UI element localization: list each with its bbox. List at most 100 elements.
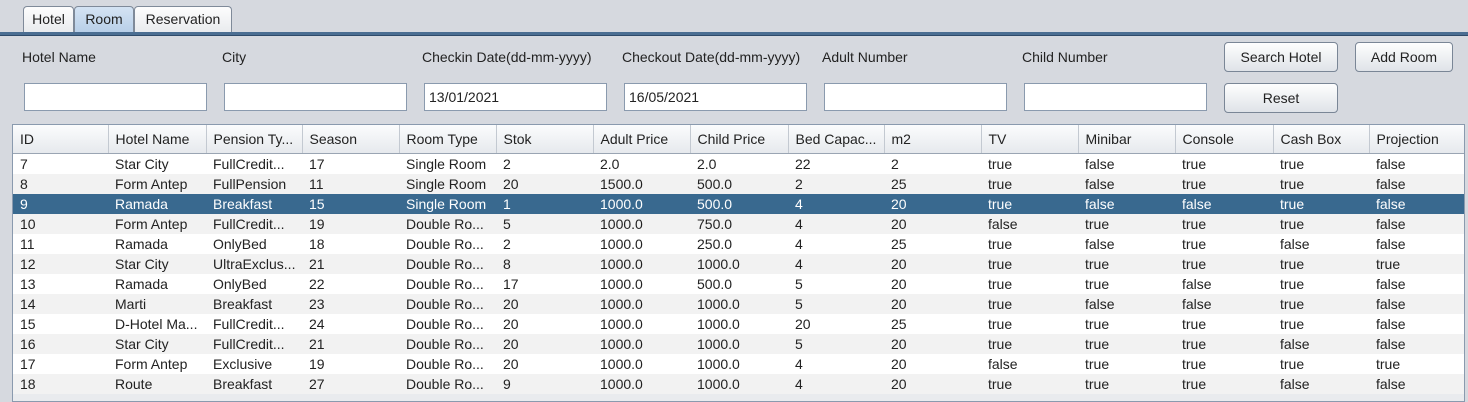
table-cell: false [1273, 333, 1369, 354]
table-cell: 1000.0 [593, 373, 690, 394]
table-cell: 500.0 [690, 273, 788, 294]
table-cell: true [1175, 173, 1273, 194]
table-cell: 1000.0 [690, 333, 788, 354]
column-header[interactable]: TV [981, 125, 1079, 154]
column-header[interactable]: Projection [1369, 125, 1464, 154]
table-cell: true [1078, 353, 1175, 374]
column-header[interactable]: m2 [884, 125, 982, 154]
table-cell: true [1273, 173, 1369, 194]
search-hotel-button[interactable]: Search Hotel [1224, 42, 1338, 72]
checkout-date-field[interactable] [624, 83, 807, 111]
child-number-field[interactable] [1024, 83, 1207, 111]
column-header[interactable]: ID [13, 125, 109, 154]
table-cell: false [1369, 213, 1464, 234]
table-cell: 24 [302, 313, 399, 334]
table-cell: false [1369, 333, 1464, 354]
table-cell: FullCredit... [206, 333, 302, 354]
table-row[interactable]: 14 Marti Breakfast 23 Double Ro... 20 1000.0 10… [13, 293, 1464, 314]
table-cell: Ramada [108, 233, 206, 254]
table-body: 7 Star City FullCredit... 17 Single Room 2 2.0… [13, 153, 1464, 394]
table-cell: 10 [13, 213, 108, 234]
column-header[interactable]: Room Type [399, 125, 497, 154]
table-cell: 27 [302, 373, 399, 394]
column-header[interactable]: Adult Price [593, 125, 691, 154]
column-header[interactable]: Child Price [690, 125, 789, 154]
table-cell: true [1369, 353, 1464, 374]
table-cell: 17 [13, 353, 108, 374]
table-row[interactable]: 12 Star City UltraExclus... 21 Double Ro... 8… [13, 253, 1464, 274]
table-cell: 2 [496, 153, 593, 174]
rooms-table[interactable]: ID Hotel Name Pension Ty... Season Room Type… [12, 124, 1465, 402]
table-cell: true [981, 273, 1078, 294]
table-row[interactable]: 7 Star City FullCredit... 17 Single Room 2 2.0… [13, 153, 1464, 174]
table-cell: 12 [13, 253, 108, 274]
table-cell: 20 [496, 293, 593, 314]
column-header[interactable]: Hotel Name [108, 125, 207, 154]
table-cell: true [1273, 193, 1369, 214]
table-row[interactable]: 18 Route Breakfast 27 Double Ro... 9 1000.0 100… [13, 373, 1464, 394]
table-cell: 11 [302, 173, 399, 194]
table-cell: true [1175, 373, 1273, 394]
table-cell: 750.0 [690, 213, 788, 234]
table-row[interactable]: 15 D-Hotel Ma... FullCredit... 24 Double Ro.… [13, 313, 1464, 334]
column-header[interactable]: Minibar [1078, 125, 1176, 154]
add-room-button[interactable]: Add Room [1355, 42, 1453, 72]
table-cell: Star City [108, 153, 206, 174]
column-header[interactable]: Console [1175, 125, 1274, 154]
table-cell: Ramada [108, 273, 206, 294]
table-cell: false [981, 213, 1078, 234]
tab-room[interactable]: Room [74, 6, 134, 32]
tab-reservation[interactable]: Reservation [134, 6, 232, 32]
table-cell: 23 [302, 293, 399, 314]
table-cell: 17 [496, 273, 593, 294]
table-cell: 20 [884, 373, 981, 394]
table-cell: true [1078, 253, 1175, 274]
column-header[interactable]: Bed Capac... [788, 125, 885, 154]
adult-number-field[interactable] [824, 83, 1007, 111]
table-cell: Double Ro... [399, 293, 496, 314]
table-cell: 25 [884, 313, 981, 334]
table-cell: 1000.0 [690, 253, 788, 274]
table-cell: 19 [302, 213, 399, 234]
table-cell: true [981, 293, 1078, 314]
column-header[interactable]: Stok [496, 125, 594, 154]
table-row[interactable]: 16 Star City FullCredit... 21 Double Ro... 20… [13, 333, 1464, 354]
table-cell: 1000.0 [593, 193, 690, 214]
table-cell: false [981, 353, 1078, 374]
column-header[interactable]: Cash Box [1273, 125, 1370, 154]
checkout-date-label: Checkout Date(dd-mm-yyyy) [622, 49, 801, 65]
table-cell: 2 [884, 153, 981, 174]
table-row[interactable]: 9 Ramada Breakfast 15 Single Room 1 1000.0 500.… [13, 193, 1464, 214]
table-cell: OnlyBed [206, 273, 302, 294]
table-cell: false [1078, 153, 1175, 174]
table-row[interactable]: 10 Form Antep FullCredit... 19 Double Ro... 5… [13, 213, 1464, 234]
reset-button[interactable]: Reset [1224, 83, 1338, 113]
adult-number-label: Adult Number [822, 49, 908, 65]
table-cell: Star City [108, 333, 206, 354]
table-cell: 5 [788, 333, 884, 354]
hotel-name-field[interactable] [24, 83, 207, 111]
table-cell: Double Ro... [399, 233, 496, 254]
table-cell: FullCredit... [206, 213, 302, 234]
table-cell: 15 [302, 193, 399, 214]
tab-hotel[interactable]: Hotel [23, 6, 74, 32]
table-cell: Breakfast [206, 373, 302, 394]
column-header[interactable]: Season [302, 125, 400, 154]
table-cell: false [1273, 373, 1369, 394]
table-cell: 20 [884, 353, 981, 374]
table-row[interactable]: 11 Ramada OnlyBed 18 Double Ro... 2 1000.0 250.… [13, 233, 1464, 254]
table-cell: true [1175, 333, 1273, 354]
table-cell: 18 [302, 233, 399, 254]
table-row[interactable]: 8 Form Antep FullPension 11 Single Room 20 150… [13, 173, 1464, 194]
checkin-date-field[interactable] [424, 83, 607, 111]
table-cell: true [1273, 253, 1369, 274]
table-cell: true [981, 173, 1078, 194]
table-row[interactable]: 13 Ramada OnlyBed 22 Double Ro... 17 1000.0 500… [13, 273, 1464, 294]
table-cell: true [1175, 213, 1273, 234]
table-cell: 2.0 [690, 153, 788, 174]
table-row[interactable]: 17 Form Antep Exclusive 19 Double Ro... 20 100… [13, 353, 1464, 374]
column-header[interactable]: Pension Ty... [206, 125, 303, 154]
table-cell: 1000.0 [593, 333, 690, 354]
table-cell: true [1273, 313, 1369, 334]
city-field[interactable] [224, 83, 407, 111]
